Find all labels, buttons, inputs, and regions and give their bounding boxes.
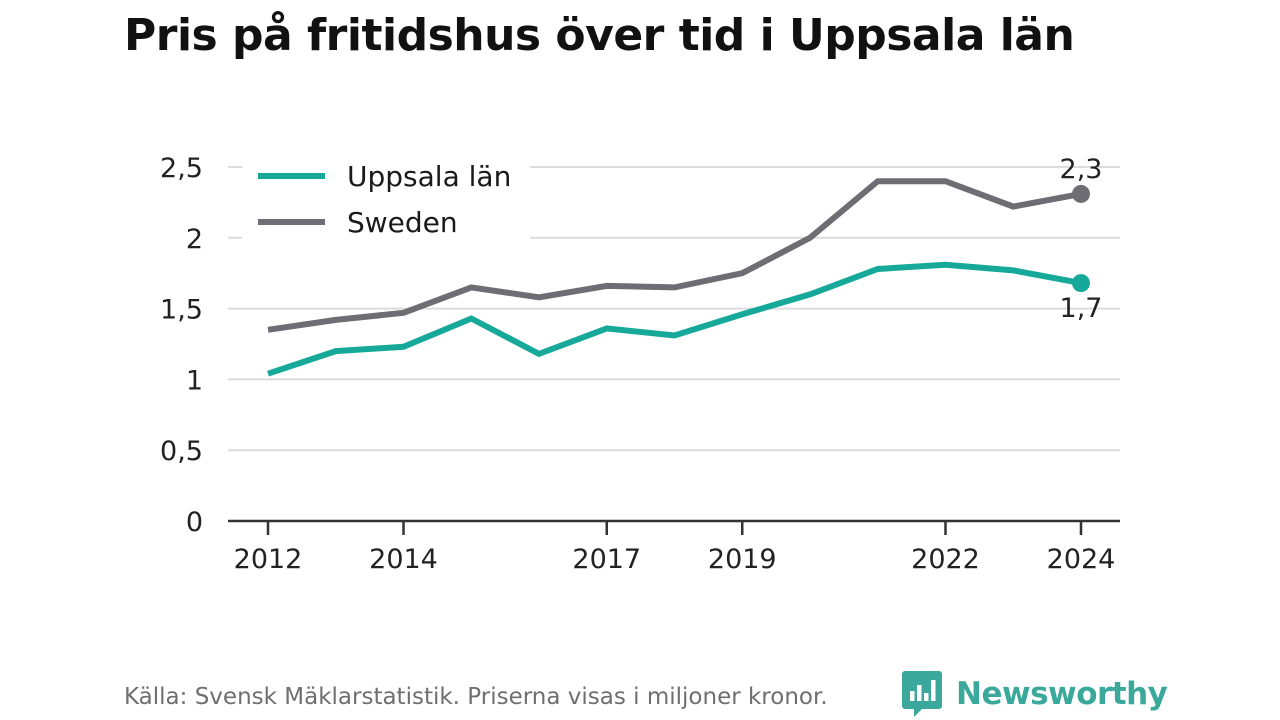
y-tick-label: 1,5 (160, 295, 203, 326)
series-line-sweden (267, 178, 1082, 333)
y-tick-label: 2 (186, 224, 203, 255)
legend-label: Uppsala län (347, 160, 511, 193)
chart-title: Pris på fritidshus över tid i Uppsala lä… (124, 10, 1075, 61)
bar-chart-speech-bubble-icon (902, 671, 942, 717)
end-point-marker (1072, 184, 1090, 203)
y-tick-label: 1 (186, 365, 203, 396)
y-axis-tick-labels: 0 0,5 1 1,5 2 2,5 (160, 153, 203, 538)
x-tick-label: 2024 (1047, 544, 1116, 575)
y-tick-label: 2,5 (160, 153, 203, 184)
source-note: Källa: Svensk Mäklarstatistik. Priserna … (124, 684, 828, 710)
series-lines (267, 178, 1082, 377)
legend: Uppsala län Sweden (242, 150, 530, 242)
brand-logo: Newsworthy (902, 670, 1168, 718)
series-line-uppsala (267, 261, 1082, 377)
legend-background (242, 150, 530, 242)
y-tick-label: 0,5 (160, 436, 203, 467)
y-tick-label: 0 (186, 507, 203, 538)
end-value-labels: 1,7 2,3 (1060, 154, 1103, 324)
end-value-label: 1,7 (1060, 293, 1103, 324)
end-value-label: 2,3 (1060, 154, 1103, 185)
end-point-marker (1072, 274, 1090, 293)
x-axis: 2012 2014 2017 2019 2022 2024 (228, 519, 1120, 575)
x-tick-label: 2022 (911, 544, 980, 575)
x-tick-label: 2014 (369, 544, 438, 575)
x-tick-label: 2017 (572, 544, 641, 575)
x-tick-label: 2012 (234, 544, 303, 575)
x-tick-label: 2019 (708, 544, 777, 575)
legend-label: Sweden (347, 206, 458, 239)
brand-name: Newsworthy (956, 676, 1168, 712)
